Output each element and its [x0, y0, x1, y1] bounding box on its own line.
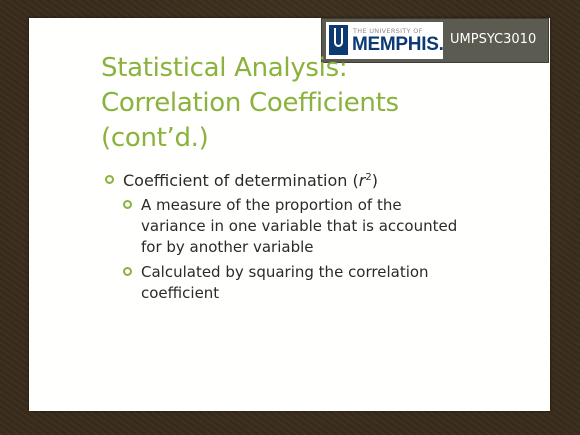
- title-line-1: Statistical Analysis:: [101, 53, 348, 83]
- slide: THE UNIVERSITY OF MEMPHIS. UMPSYC3010 St…: [29, 18, 550, 411]
- title-line-2: Correlation Coefficients: [101, 88, 399, 118]
- bullet-main-text: Coefficient of determination (: [123, 171, 359, 190]
- sub-bullet-2-line-2: coefficient: [141, 284, 220, 302]
- logo-wordmark: MEMPHIS.: [352, 34, 444, 55]
- bullet-ring-icon: [123, 200, 132, 209]
- university-logo: THE UNIVERSITY OF MEMPHIS.: [326, 22, 444, 59]
- header-banner: THE UNIVERSITY OF MEMPHIS. UMPSYC3010: [321, 18, 549, 63]
- university-u-icon: [329, 25, 348, 55]
- bullet-ring-icon: [123, 267, 132, 276]
- course-code: UMPSYC3010: [450, 32, 537, 47]
- sub-bullet-1-line-2: variance in one variable that is account…: [141, 217, 458, 235]
- sub-bullet-list: A measure of the proportion of the varia…: [121, 195, 543, 304]
- bullet-main-close: ): [371, 171, 378, 190]
- logo-subtitle: THE UNIVERSITY OF: [353, 27, 423, 35]
- sub-bullet-1-line-3: for by another variable: [141, 238, 314, 256]
- bullet-main-variable: r: [358, 171, 366, 190]
- sub-bullet-1-line-1: A measure of the proportion of the: [141, 196, 402, 214]
- sub-bullet-2: Calculated by squaring the correlation c…: [121, 262, 543, 304]
- bullet-list: Coefficient of determination (r2) A meas…: [103, 170, 543, 308]
- sub-bullet-2-line-1: Calculated by squaring the correlation: [141, 263, 429, 281]
- bullet-main-exponent: 2: [365, 172, 372, 183]
- bullet-ring-icon: [105, 175, 114, 184]
- sub-bullet-1: A measure of the proportion of the varia…: [121, 195, 543, 258]
- title-line-3: (cont’d.): [101, 123, 209, 153]
- slide-title: Statistical Analysis: Correlation Coeffi…: [101, 51, 501, 156]
- bullet-main: Coefficient of determination (r2): [103, 170, 543, 191]
